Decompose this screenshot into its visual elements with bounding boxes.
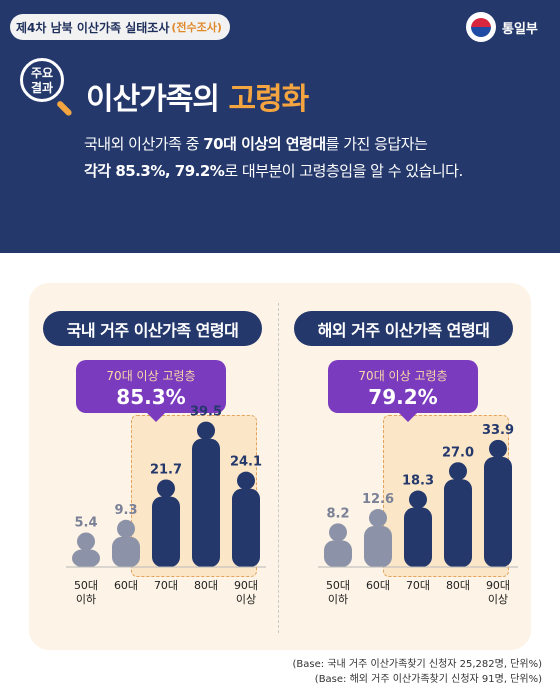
- overseas-value-label-4: 33.9: [482, 423, 514, 438]
- ministry-logo: 통일부: [466, 12, 538, 42]
- header-banner: [0, 0, 560, 253]
- badge-line2: 결과: [30, 81, 54, 95]
- domestic-value-label-3: 39.5: [190, 405, 222, 420]
- domestic-callout-value: 85.3%: [116, 385, 186, 409]
- overseas-value-label-0: 8.2: [326, 506, 349, 521]
- domestic-value-label-4: 24.1: [230, 455, 262, 470]
- overseas-callout-value: 79.2%: [368, 385, 438, 409]
- domestic-bar-head-2: [157, 479, 175, 498]
- domestic-callout-tip: [146, 412, 166, 422]
- survey-tag-sub: (전수조사): [171, 21, 222, 34]
- overseas-bar-head-1: [369, 509, 387, 528]
- survey-tag: 제4차 남북 이산가족 실태조사 (전수조사): [10, 14, 230, 40]
- domestic-bar-1: [112, 536, 140, 567]
- overseas-bar-1: [364, 526, 392, 567]
- overseas-value-label-2: 18.3: [402, 474, 434, 489]
- domestic-category-label-1: 60대: [114, 579, 138, 592]
- summary-l1-a: 국내외 이산가족 중: [84, 135, 204, 153]
- footnote-domestic: (Base: 국내 거주 이산가족찾기 신청자 25,282명, 단위%): [292, 659, 542, 670]
- domestic-value-label-1: 9.3: [114, 503, 137, 518]
- page-title: 이산가족의 고령화: [86, 74, 309, 118]
- domestic-bar-3: [192, 438, 220, 567]
- overseas-category-label-0: 50대 이하: [326, 579, 350, 606]
- overseas-bar-head-2: [409, 490, 427, 509]
- summary-line-1: 국내외 이산가족 중 70대 이상의 연령대를 가진 응답자는: [84, 131, 544, 158]
- overseas-category-label-1: 60대: [366, 579, 390, 592]
- domestic-bar-0: [72, 549, 100, 567]
- overseas-callout-label: 70대 이상 고령층: [358, 369, 448, 383]
- domestic-callout-label: 70대 이상 고령층: [106, 369, 196, 383]
- overseas-bar-2: [404, 507, 432, 567]
- overseas-category-label-4: 90대 이상: [486, 579, 510, 606]
- domestic-bars: 5.4 50대 이하 9.3 60대 21.7 70대 39.5 80대 24.1 90대 이상: [66, 405, 266, 606]
- overseas-category-label-2: 70대: [406, 579, 430, 592]
- overseas-bar-4: [484, 456, 512, 567]
- overseas-chart-title: 해외 거주 이산가족 연령대: [294, 311, 513, 346]
- domestic-bar-head-1: [117, 519, 135, 538]
- overseas-bar-3: [444, 479, 472, 567]
- domestic-bar-head-4: [237, 471, 255, 490]
- overseas-bar-0: [324, 540, 352, 567]
- summary-l2-a: 각각 85.3%, 79.2%: [84, 162, 225, 180]
- overseas-value-label-3: 27.0: [442, 445, 474, 460]
- title-main: 이산가족의: [86, 82, 229, 117]
- domestic-bar-2: [152, 496, 180, 567]
- domestic-category-label-4: 90대 이상: [234, 579, 258, 606]
- summary-l1-b: 70대 이상의 연령대: [203, 135, 326, 153]
- badge-line1: 주요: [30, 66, 54, 80]
- domestic-callout: 70대 이상 고령층 85.3%: [76, 360, 226, 413]
- overseas-callout-tip: [398, 412, 418, 422]
- overseas-value-label-1: 12.6: [362, 492, 394, 507]
- summary-text: 국내외 이산가족 중 70대 이상의 연령대를 가진 응답자는 각각 85.3%…: [84, 131, 544, 185]
- overseas-bar-head-3: [449, 462, 467, 481]
- title-highlight: 고령화: [228, 82, 309, 117]
- domestic-bar-head-0: [77, 532, 95, 551]
- overseas-callout: 70대 이상 고령층 79.2%: [328, 360, 478, 413]
- overseas-bars: 8.2 50대 이하 12.6 60대 18.3 70대 27.0 80대 33.9 90대 이상: [318, 423, 518, 606]
- overseas-bar-head-0: [329, 523, 347, 542]
- survey-tag-label: 제4차 남북 이산가족 실태조사: [16, 20, 170, 35]
- ministry-name: 통일부: [502, 21, 538, 37]
- domestic-bar-4: [232, 488, 260, 567]
- summary-line-2: 각각 85.3%, 79.2%로 대부분이 고령층임을 알 수 있습니다.: [84, 158, 544, 185]
- domestic-category-label-0: 50대 이하: [74, 579, 98, 606]
- domestic-value-label-2: 21.7: [150, 462, 182, 477]
- overseas-category-label-3: 80대: [446, 579, 470, 592]
- footnote-overseas: (Base: 해외 거주 이산가족찾기 신청자 91명, 단위%): [314, 674, 542, 685]
- panel-divider: [278, 303, 279, 633]
- key-results-badge: 주요 결과: [20, 58, 64, 102]
- summary-l2-b: 로 대부분이 고령층임을 알 수 있습니다.: [224, 162, 463, 180]
- domestic-value-label-0: 5.4: [74, 515, 97, 530]
- taegeuk-icon: [466, 12, 496, 42]
- domestic-chart-title: 국내 거주 이산가족 연령대: [43, 311, 262, 346]
- domestic-bar-head-3: [197, 421, 215, 440]
- summary-l1-c: 를 가진 응답자는: [325, 135, 428, 153]
- domestic-category-label-2: 70대: [154, 579, 178, 592]
- footnotes: (Base: 국내 거주 이산가족찾기 신청자 25,282명, 단위%) (B…: [293, 657, 542, 687]
- overseas-bar-head-4: [489, 439, 507, 458]
- domestic-category-label-3: 80대: [194, 579, 218, 592]
